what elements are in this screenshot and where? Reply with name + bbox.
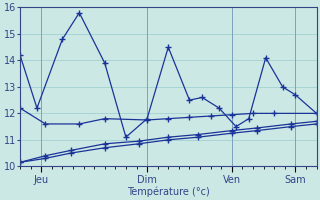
X-axis label: Température (°c): Température (°c) <box>127 186 210 197</box>
